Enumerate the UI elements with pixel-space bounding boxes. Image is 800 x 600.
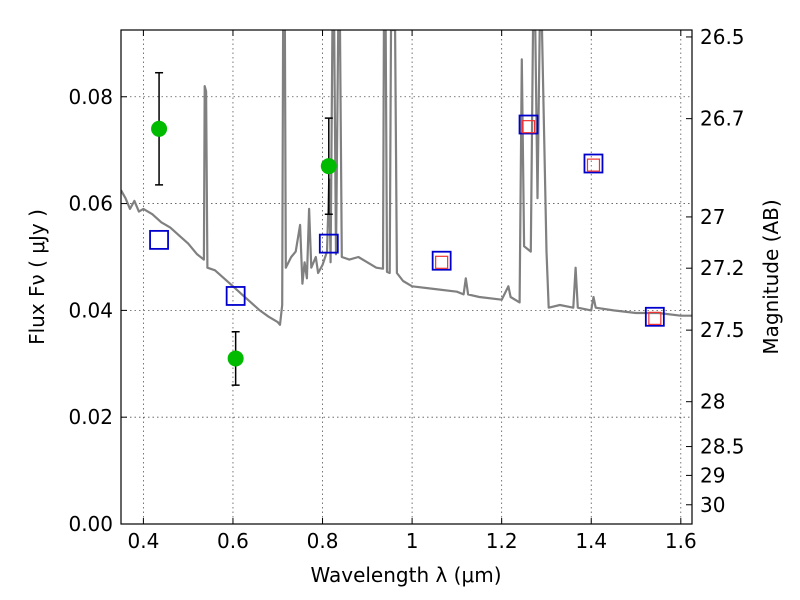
y-axis-label: Flux Fν ( μJy ) xyxy=(25,209,49,345)
observed-flux-point xyxy=(227,350,244,367)
y2-tick-label: 28.5 xyxy=(700,435,745,459)
y2-axis-label: Magnitude (AB) xyxy=(759,199,783,354)
x-axis-label: Wavelength λ (μm) xyxy=(310,563,501,587)
model-band-flux-square xyxy=(318,233,339,254)
y2-tick-label: 28 xyxy=(700,390,725,414)
model-band-flux-square xyxy=(225,286,246,306)
model-band-flux-square xyxy=(644,306,665,327)
model-band-flux-square xyxy=(431,250,452,271)
model-band-flux-square xyxy=(583,153,604,174)
observed-flux-point xyxy=(151,120,168,137)
y2-tick-label: 29 xyxy=(700,463,725,487)
synthetic-flux-square xyxy=(648,311,662,325)
axis-ticks: 0.4 0.6 0.8 1 1.2 1.4 1.6 0.00 0.02 0.04 0.06 0.08 2… xyxy=(68,25,744,553)
x-tick-label: 1.4 xyxy=(575,529,607,553)
y2-tick-label: 27 xyxy=(700,205,725,229)
y2-tick-label: 30 xyxy=(700,493,725,517)
model-spectrum-line xyxy=(121,30,692,326)
y-tick-label: 0.02 xyxy=(68,405,113,429)
series-layer xyxy=(121,30,692,386)
model-band-flux-square xyxy=(149,229,169,250)
y2-tick-label: 27.2 xyxy=(700,256,745,280)
y-tick-label: 0.04 xyxy=(68,298,113,322)
synthetic-flux-square xyxy=(435,255,449,269)
y-tick-label: 0.06 xyxy=(68,192,113,216)
x-tick-label: 1.6 xyxy=(665,529,697,553)
y-tick-label: 0.08 xyxy=(68,85,113,109)
x-tick-label: 0.6 xyxy=(217,529,249,553)
x-tick-label: 1.2 xyxy=(486,529,518,553)
y2-tick-label: 26.5 xyxy=(700,25,745,49)
synthetic-flux-square xyxy=(586,158,601,172)
y2-tick-label: 27.5 xyxy=(700,318,745,342)
synthetic-flux-square xyxy=(521,120,536,134)
y-tick-label: 0.00 xyxy=(68,512,113,536)
y2-tick-label: 26.7 xyxy=(700,107,745,131)
x-tick-label: 0.8 xyxy=(307,529,339,553)
x-tick-label: 1 xyxy=(406,529,419,553)
x-tick-label: 0.4 xyxy=(127,529,159,553)
observed-flux-point xyxy=(320,158,337,175)
plot-frame xyxy=(120,29,693,525)
model-band-flux-square xyxy=(518,114,539,135)
